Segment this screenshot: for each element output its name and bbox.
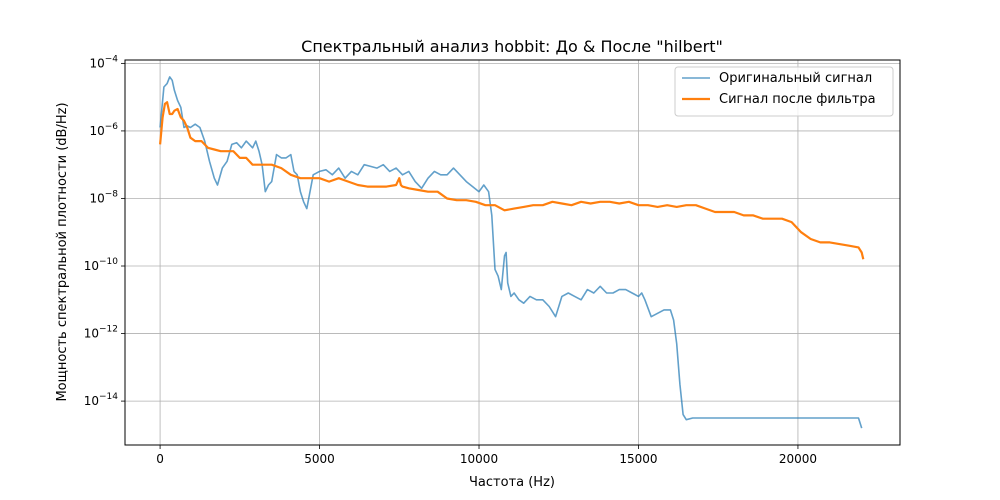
- x-tick-label: 15000: [619, 452, 657, 466]
- y-tick-base: 10: [84, 327, 99, 341]
- y-tick-exponent: −6: [105, 122, 119, 132]
- legend-box: [674, 66, 894, 117]
- y-tick-label: 10−4: [89, 54, 118, 70]
- y-tick-base: 10: [89, 124, 104, 138]
- y-tick-base: 10: [84, 259, 99, 273]
- y-tick-exponent: −4: [105, 54, 119, 64]
- chart-title: Спектральный анализ hobbit: До & После "…: [301, 37, 723, 56]
- x-axis-label: Частота (Hz): [469, 475, 555, 490]
- y-tick-exponent: −12: [99, 325, 118, 335]
- x-tick-label: 5000: [304, 452, 335, 466]
- x-axis-ticks: 0 5000 10000 15000 20000: [156, 445, 817, 466]
- axes-frame: [124, 59, 901, 446]
- legend-label-original: Оригинальный сигнал: [719, 71, 872, 86]
- y-tick-base: 10: [84, 394, 99, 408]
- legend: Оригинальный сигнал Сигнал после фильтра: [674, 66, 894, 117]
- y-tick-exponent: −14: [99, 392, 118, 402]
- series-line-original: [159, 76, 863, 429]
- y-tick-exponent: −10: [99, 257, 118, 267]
- y-tick-label: 10−14: [84, 392, 119, 408]
- x-tick-label: 10000: [460, 452, 498, 466]
- y-tick-label: 10−8: [89, 189, 118, 205]
- x-tick-label: 20000: [779, 452, 817, 466]
- y-tick-label: 10−10: [84, 257, 119, 273]
- plot-area: [125, 60, 900, 445]
- y-tick-exponent: −8: [105, 189, 119, 199]
- grid-lines: [125, 60, 900, 445]
- x-tick-label: 0: [156, 452, 164, 466]
- y-tick-label: 10−6: [89, 122, 118, 138]
- series-line-filtered: [159, 101, 865, 260]
- y-tick-base: 10: [89, 56, 104, 70]
- y-tick-base: 10: [89, 191, 104, 205]
- series-lines: [159, 76, 865, 429]
- y-tick-label: 10−12: [84, 325, 118, 341]
- y-axis-label: Мощность спектральной плотности (dB/Hz): [55, 102, 70, 401]
- legend-label-filtered: Сигнал после фильтра: [719, 92, 876, 107]
